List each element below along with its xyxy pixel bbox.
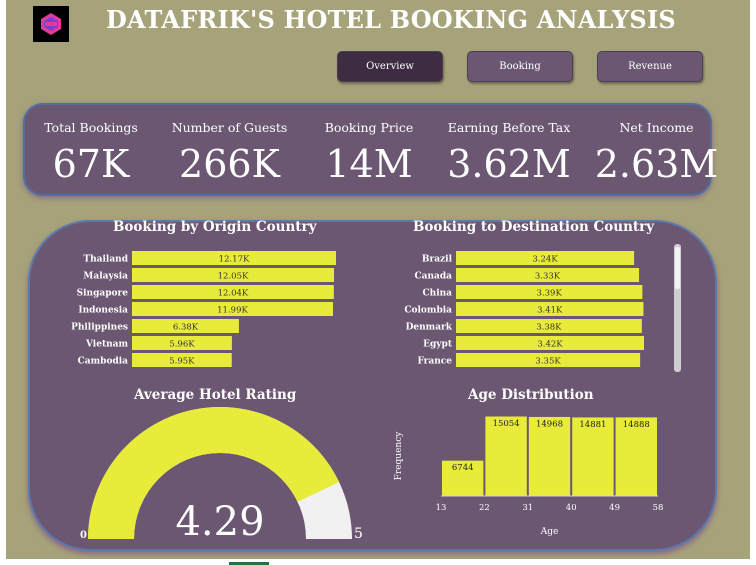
age-histogram-title: Age Distribution [468, 387, 594, 403]
origin-category-label: Indonesia [78, 306, 128, 316]
origin-category-label: Cambodia [78, 357, 129, 367]
age-tick-label: 58 [653, 503, 664, 513]
destination-bar [456, 336, 644, 350]
age-data-label: 14968 [536, 419, 563, 429]
destination-category-label: Canada [415, 272, 453, 282]
age-tick-label: 49 [609, 503, 620, 513]
origin-data-label: 11.99K [217, 306, 248, 316]
kpi-label: Total Bookings [44, 120, 138, 135]
gauge-fill [88, 406, 340, 539]
gauge-value: 4.29 [175, 499, 264, 545]
origin-country-bar-chart: Thailand 12.17K Malaysia 12.05K Singapore 12.… [71, 251, 336, 367]
destination-category-label: China [422, 289, 452, 299]
origin-category-label: Malaysia [83, 272, 128, 282]
age-distribution-histogram: 6744 15054 14968 14881 14888 13 22 31 40 49 58 Age F… [394, 415, 664, 537]
destination-bar [456, 268, 640, 282]
origin-bar [132, 353, 232, 367]
kpi-value: 67K [52, 142, 130, 186]
destination-category-label: Brazil [422, 255, 453, 265]
origin-category-label: Thailand [83, 255, 128, 265]
age-tick-label: 31 [522, 503, 533, 513]
age-data-label: 14881 [579, 420, 606, 430]
destination-category-label: France [417, 357, 452, 367]
destination-bar [456, 353, 641, 367]
origin-chart-title: Booking by Origin Country [113, 219, 317, 235]
kpi-value: 14M [325, 142, 413, 186]
dashboard-canvas: DATAFRIK'S HOTEL BOOKING ANALYSIS Overvi… [6, 0, 750, 559]
age-x-axis-label: Age [540, 527, 559, 537]
kpi-value: 3.62M [447, 142, 571, 186]
origin-category-label: Philippines [71, 323, 128, 333]
origin-data-label: 12.04K [218, 289, 249, 299]
age-bar [571, 416, 615, 497]
destination-data-label: 3.38K [536, 323, 562, 333]
destination-data-label: 3.39K [537, 289, 563, 299]
destination-bar [456, 285, 643, 299]
age-data-label: 6744 [452, 463, 474, 473]
kpi-label: Number of Guests [171, 120, 288, 135]
age-y-axis-label: Frequency [394, 431, 404, 481]
origin-bar [132, 336, 232, 350]
datafrik-logo-icon [33, 6, 69, 42]
destination-category-label: Egypt [423, 340, 453, 350]
destination-scrollbar[interactable] [674, 244, 681, 372]
origin-data-label: 6.38K [173, 323, 199, 333]
origin-data-label: 5.95K [169, 357, 195, 367]
age-data-label: 14888 [623, 420, 650, 430]
age-tick-label: 22 [479, 503, 490, 513]
destination-bar [456, 302, 644, 316]
scrollbar-thumb[interactable] [675, 247, 680, 289]
origin-bar [132, 251, 336, 265]
origin-category-label: Singapore [77, 289, 129, 299]
gauge-min-label: 0 [80, 530, 87, 541]
rating-gauge-title: Average Hotel Rating [134, 387, 297, 403]
active-sheet-tab[interactable] [229, 562, 269, 565]
destination-category-label: Denmark [406, 323, 453, 333]
age-tick-label: 13 [436, 503, 447, 513]
kpi-value: 2.63M [594, 142, 719, 186]
origin-data-label: 12.05K [218, 272, 249, 282]
sheet-tab-strip [0, 559, 756, 565]
destination-bar [456, 251, 635, 265]
overview-button[interactable]: Overview [337, 51, 443, 82]
age-bar [614, 416, 659, 497]
gauge-max-label: 5 [354, 526, 363, 542]
origin-bar [132, 268, 334, 282]
destination-data-label: 3.33K [535, 272, 561, 282]
kpi-label: Net Income [619, 120, 694, 135]
destination-country-bar-chart: Brazil 3.24K Canada 3.33K China 3.39K Colombia… [404, 251, 644, 367]
destination-data-label: 3.35K [535, 357, 561, 367]
kpi-value: 266K [179, 142, 280, 186]
kpi-label: Booking Price [324, 120, 414, 135]
destination-data-label: 3.42K [537, 340, 563, 350]
age-data-label: 15054 [493, 419, 520, 429]
destination-category-label: Colombia [404, 306, 452, 316]
destination-data-label: 3.41K [537, 306, 563, 316]
origin-data-label: 5.96K [169, 340, 195, 350]
age-bar [527, 415, 572, 497]
destination-chart-title: Booking to Destination Country [413, 219, 655, 235]
origin-bar [132, 319, 239, 333]
origin-bar [132, 302, 333, 316]
average-rating-gauge: 4.29 0 5 [80, 406, 363, 545]
age-tick-label: 40 [566, 503, 577, 513]
origin-bar [132, 285, 334, 299]
destination-bar [456, 319, 642, 333]
kpi-panel: Total Bookings 67K Number of Guests 266K… [23, 103, 718, 196]
origin-category-label: Vietnam [85, 340, 129, 350]
kpi-label: Earning Before Tax [447, 120, 571, 135]
revenue-button[interactable]: Revenue [597, 51, 703, 82]
page-title: DATAFRIK'S HOTEL BOOKING ANALYSIS [106, 5, 676, 34]
origin-data-label: 12.17K [219, 255, 250, 265]
booking-button[interactable]: Booking [467, 51, 573, 82]
destination-data-label: 3.24K [532, 255, 558, 265]
